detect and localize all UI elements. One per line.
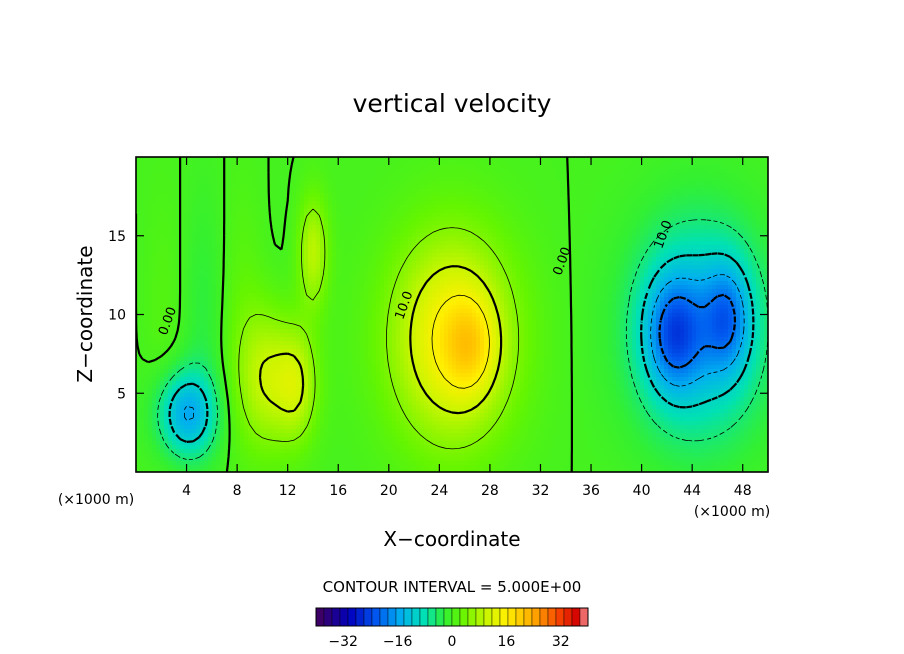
y-tick-label: 15 xyxy=(108,229,126,245)
colorbar-swatch xyxy=(371,607,381,627)
contour-interval-text: CONTOUR INTERVAL = 5.000E+00 xyxy=(323,578,582,596)
colorbar-swatch xyxy=(563,607,573,627)
x-tick-label: 36 xyxy=(582,483,600,499)
contour-line xyxy=(258,265,503,415)
colorbar-swatch xyxy=(475,607,485,627)
colorbar-swatch xyxy=(467,607,477,627)
x-tick-label: 12 xyxy=(279,483,297,499)
x-tick-label: 48 xyxy=(734,483,752,499)
y-unit-label: (×1000 m) xyxy=(58,492,134,508)
x-tick-label: 8 xyxy=(233,483,242,499)
contour-line xyxy=(238,208,520,450)
colorbar-swatch xyxy=(427,607,437,627)
colorbar-swatch xyxy=(419,607,429,627)
colorbar-swatch xyxy=(443,607,453,627)
colorbar-tick-label: 16 xyxy=(497,634,515,650)
colorbar-swatch xyxy=(491,607,501,627)
contour-line xyxy=(168,252,755,443)
contour-line xyxy=(184,274,745,421)
colorbar-swatch xyxy=(379,607,389,627)
x-axis-label: X−coordinate xyxy=(383,527,520,551)
colorbar-swatch xyxy=(579,607,589,627)
colorbar-swatch xyxy=(499,607,509,627)
colorbar-swatch xyxy=(571,607,581,627)
colorbar-swatch xyxy=(315,607,325,627)
x-tick-label: 40 xyxy=(633,483,651,499)
colorbar-tick-label: 32 xyxy=(552,634,570,650)
x-unit-label: (×1000 m) xyxy=(694,504,770,520)
colorbar-swatch xyxy=(483,607,493,627)
colorbar-swatch xyxy=(395,607,405,627)
colorbar-swatch xyxy=(555,607,565,627)
colorbar-swatch xyxy=(531,607,541,627)
x-tick-label: 28 xyxy=(481,483,499,499)
colorbar-swatch xyxy=(523,607,533,627)
x-tick-label: 24 xyxy=(430,483,448,499)
x-tick-label: 4 xyxy=(182,483,191,499)
colorbar-swatch xyxy=(355,607,365,627)
colorbar-swatch xyxy=(411,607,421,627)
colorbar-swatch xyxy=(363,607,373,627)
x-tick-label: 16 xyxy=(329,483,347,499)
colorbar-swatch xyxy=(547,607,557,627)
x-axis: 4 8 12 16 20 24 28 32 36 40 44 48 xyxy=(182,157,752,499)
colorbar-swatch xyxy=(515,607,525,627)
colorbar-tick-label: −16 xyxy=(383,634,413,650)
velocity-field xyxy=(136,157,768,472)
colorbar-tick-label: −32 xyxy=(328,634,358,650)
colorbar-swatch xyxy=(507,607,517,627)
contour-lines xyxy=(136,157,768,472)
colorbar-swatch xyxy=(339,607,349,627)
colorbar: −32 −16 0 16 32 xyxy=(315,607,589,650)
colorbar-swatch xyxy=(387,607,397,627)
x-tick-label: 32 xyxy=(532,483,550,499)
colorbar-swatch xyxy=(435,607,445,627)
y-tick-label: 5 xyxy=(117,386,126,402)
y-axis-label: Z−coordinate xyxy=(73,245,97,382)
colorbar-swatch xyxy=(459,607,469,627)
y-axis: 5 10 15 xyxy=(108,229,768,402)
x-tick-label: 20 xyxy=(380,483,398,499)
colorbar-swatch xyxy=(403,607,413,627)
y-tick-label: 10 xyxy=(108,308,126,324)
chart-title: vertical velocity xyxy=(353,89,552,118)
colorbar-swatch xyxy=(323,607,333,627)
colorbar-tick-label: 0 xyxy=(448,634,457,650)
x-tick-label: 44 xyxy=(683,483,701,499)
colorbar-swatch xyxy=(331,607,341,627)
contour-line xyxy=(431,294,490,389)
colorbar-swatch xyxy=(539,607,549,627)
colorbar-swatch xyxy=(347,607,357,627)
contour-line xyxy=(136,157,573,472)
colorbar-frame xyxy=(315,607,589,627)
contour-line xyxy=(658,293,737,369)
colorbar-swatch xyxy=(451,607,461,627)
